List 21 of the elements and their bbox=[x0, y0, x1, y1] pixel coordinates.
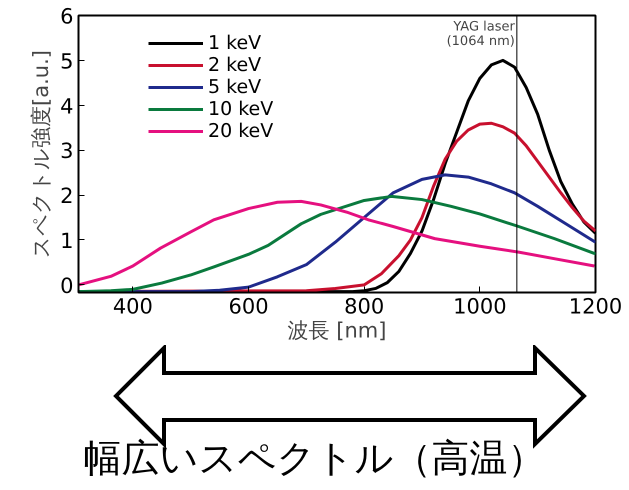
y-tick-label: 6 bbox=[60, 4, 74, 28]
ref-line-label: YAG laser (1064 nm) bbox=[446, 20, 516, 49]
legend-label: 20 keV bbox=[208, 120, 274, 142]
legend-label: 1 keV bbox=[208, 32, 262, 54]
y-tick-label: 1 bbox=[60, 228, 74, 253]
y-tick-label: 4 bbox=[60, 94, 74, 118]
x-axis-title: 波長 [nm] bbox=[288, 318, 386, 342]
y-axis-title: スペクトル強度[a.u.] bbox=[29, 50, 54, 258]
text: 幅広いスペクトル（高温） bbox=[82, 437, 546, 481]
x-tick-label: 800 bbox=[344, 294, 384, 318]
x-tick-label: 400 bbox=[112, 294, 153, 318]
legend-label: 2 keV bbox=[208, 54, 262, 76]
y-tick-label: 2 bbox=[60, 184, 74, 208]
legend-label: 10 keV bbox=[208, 98, 274, 120]
x-tick-label: 600 bbox=[228, 294, 269, 318]
x-tick-label: 1200 bbox=[568, 294, 622, 318]
y-tick-label: 5 bbox=[60, 49, 74, 74]
y-tick-label: 3 bbox=[60, 139, 74, 164]
legend-label: 5 keV bbox=[208, 76, 262, 98]
y-tick-label: 0 bbox=[60, 274, 74, 298]
x-tick-label: 1000 bbox=[453, 294, 507, 318]
